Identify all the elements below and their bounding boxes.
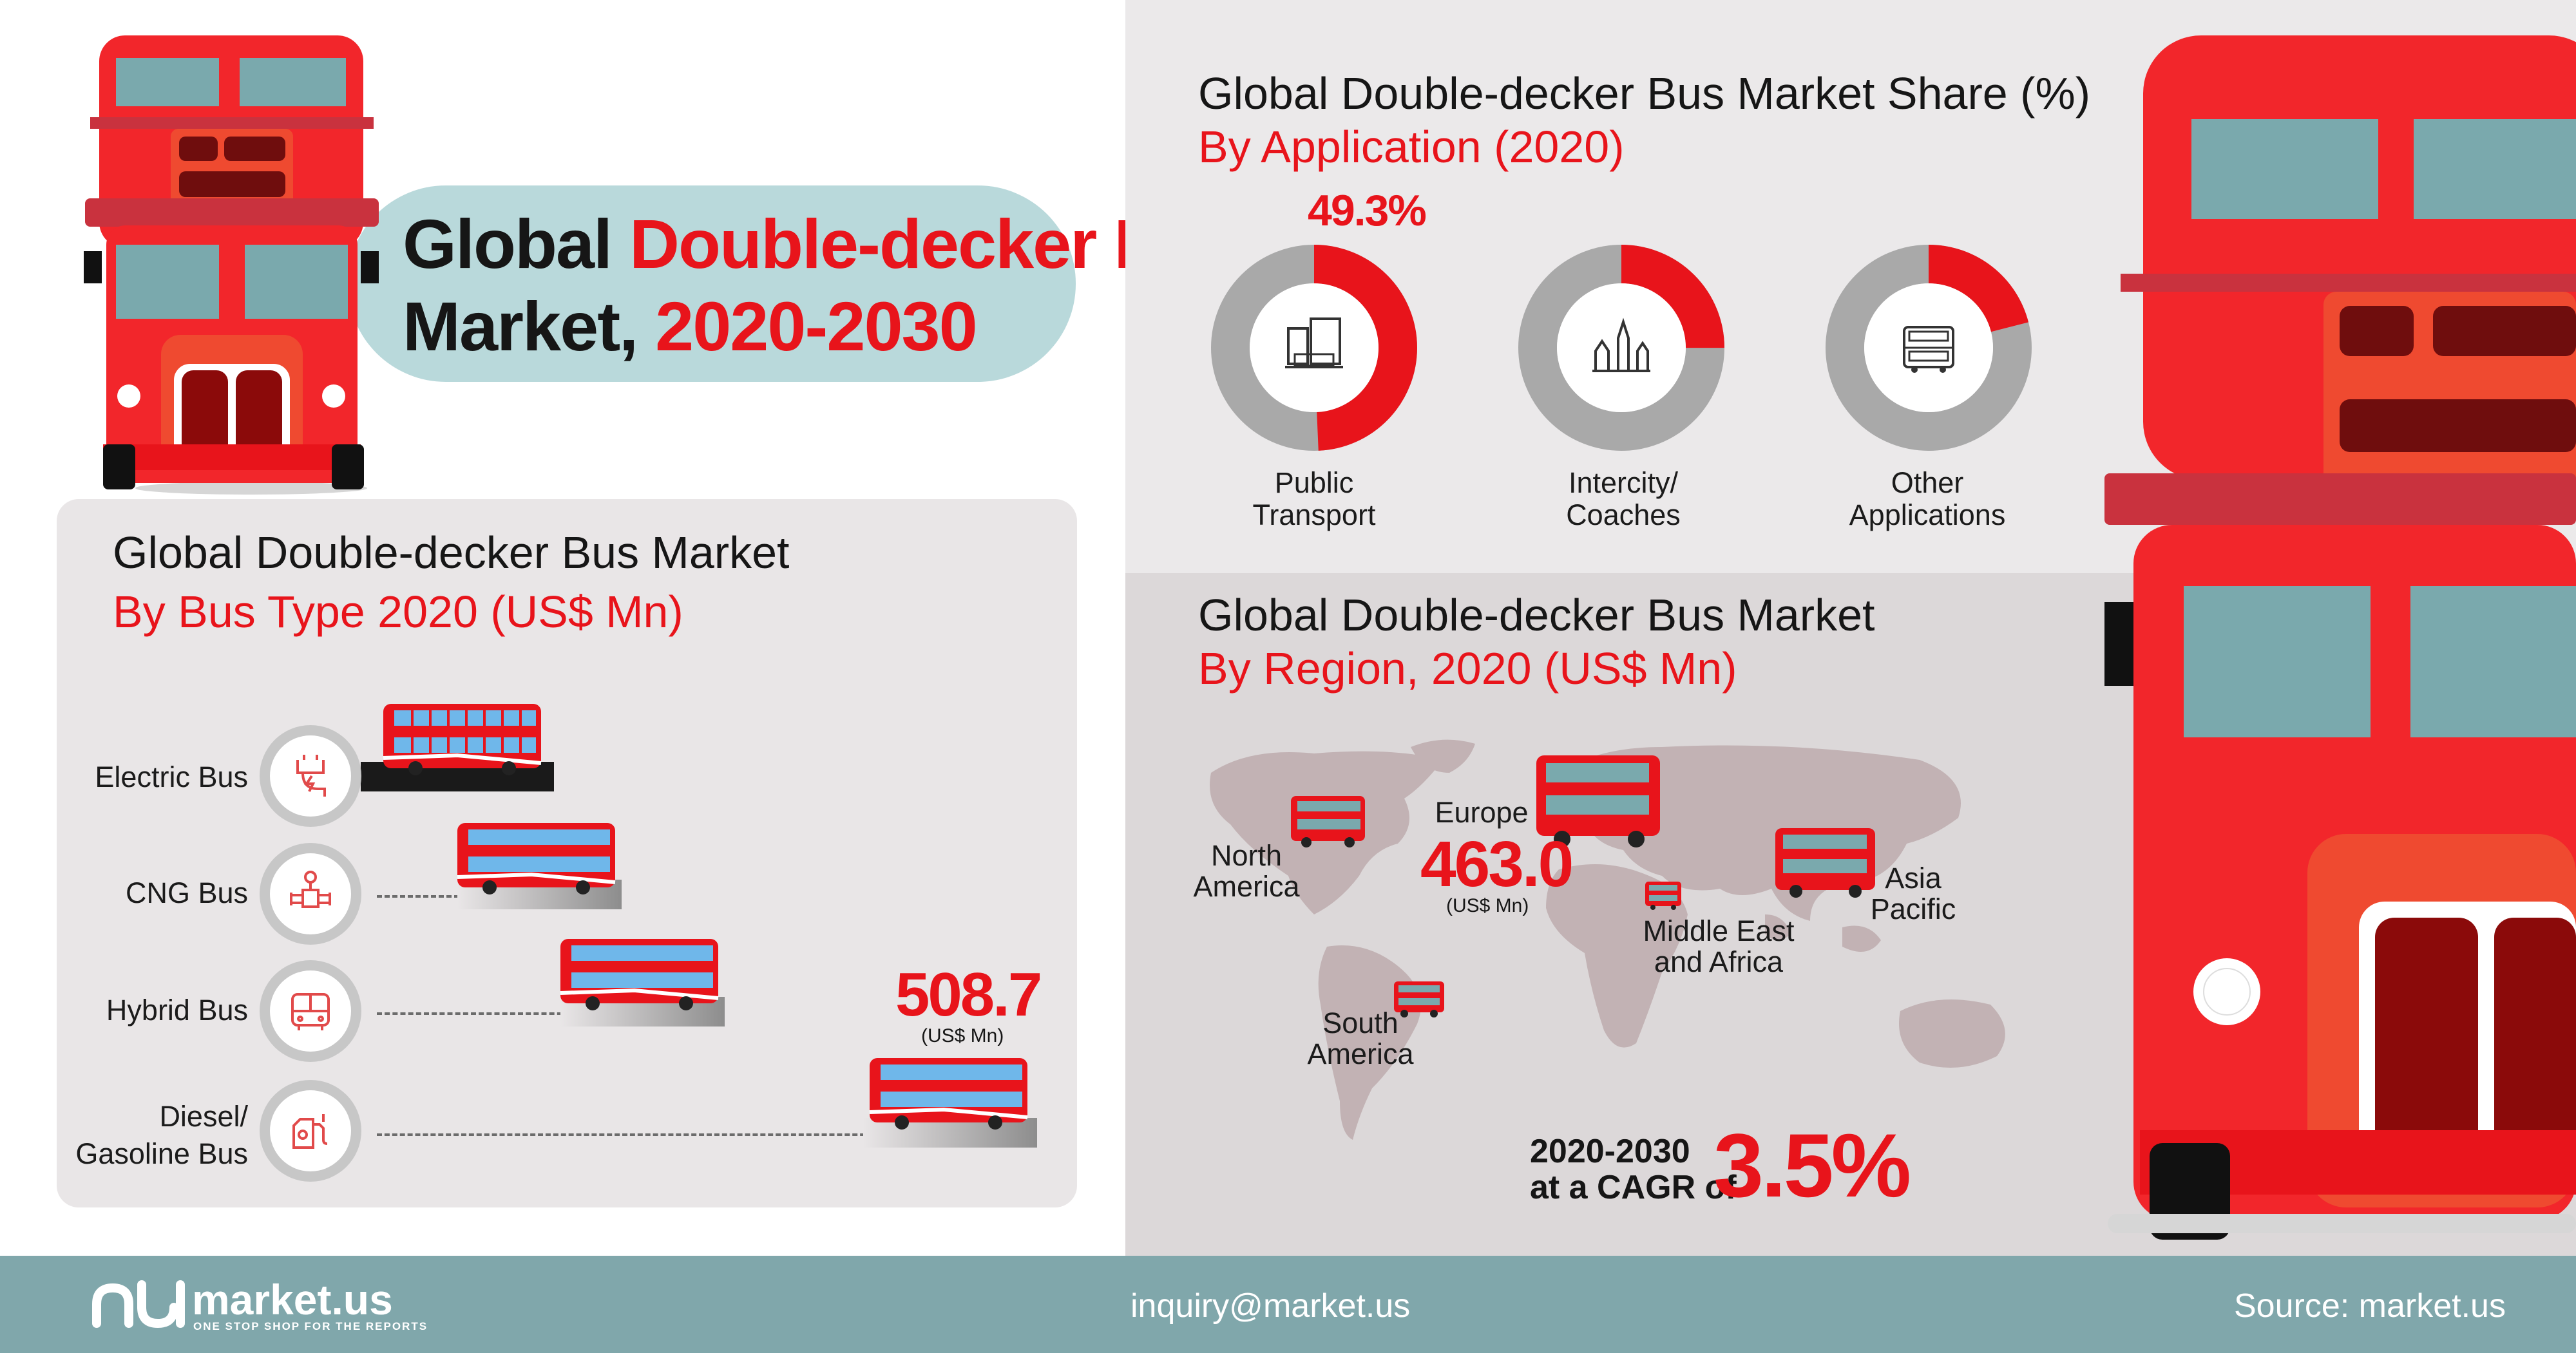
label-other-applications: Other Applications: [1849, 466, 2006, 531]
circle-hybrid: [260, 960, 361, 1062]
bus-type-subheading: By Bus Type 2020 (US$ Mn): [113, 587, 683, 637]
bus-hybrid: [560, 939, 719, 1010]
bus-icon: [291, 993, 330, 1030]
bus-asia-pacific: [1775, 828, 1875, 898]
title-part: Market,: [403, 287, 656, 365]
application-subheading: By Application (2020): [1198, 122, 1625, 172]
gas-valve-icon: [290, 871, 331, 908]
london-landmarks-icon: [1592, 317, 1650, 372]
bus-type-label-hybrid: Hybrid Bus: [106, 994, 248, 1027]
dash-hybrid: [377, 1012, 570, 1015]
donut-2: [1826, 245, 2032, 451]
brand-tagline: ONE STOP SHOP FOR THE REPORTS: [193, 1320, 428, 1332]
circle-electric: [260, 725, 361, 827]
donut-share-arc: [1211, 245, 1417, 451]
brand-name: market.us: [192, 1276, 393, 1323]
label-intercity: Intercity/Coaches: [1566, 466, 1681, 531]
bus-south-america: [1394, 981, 1444, 1017]
label-north-america: North America: [1193, 839, 1300, 903]
footer: [0, 1256, 2576, 1353]
donut-share-arc: [1518, 245, 1724, 451]
cagr-text: at a CAGR of: [1530, 1169, 1737, 1206]
bus-middle-east: [1645, 882, 1681, 910]
title-part: Global: [403, 205, 630, 283]
city-buildings-icon: [1285, 317, 1343, 368]
bus-type-label-diesel: Diesel/Gasoline Bus: [75, 1100, 248, 1170]
bar-diesel: [863, 1118, 1037, 1148]
circle-diesel: [260, 1080, 361, 1182]
front-bus-illustration: [84, 35, 379, 495]
electric-plug-icon: [296, 755, 326, 797]
application-donuts: [1211, 245, 2032, 451]
bus-north-america: [1291, 796, 1365, 847]
dash-cng: [377, 895, 467, 898]
europe-value: 463.0: [1420, 828, 1574, 900]
diesel-value: 508.7: [895, 960, 1042, 1029]
region-heading: Global Double-decker Bus Market: [1198, 590, 1875, 640]
region-subheading: By Region, 2020 (US$ Mn): [1198, 643, 1737, 694]
double-decker-bus-icon: [1903, 326, 1954, 373]
donut-1: [1518, 245, 1724, 451]
circle-cng: [260, 843, 361, 945]
public-transport-share: 49.3%: [1308, 186, 1427, 235]
dash-diesel: [377, 1133, 873, 1136]
europe-value-unit: (US$ Mn): [1446, 895, 1529, 916]
label-south-america: South America: [1307, 1007, 1414, 1070]
title-years: 2020-2030: [655, 287, 977, 365]
main-title: Global Double-decker Bus Market, 2020-20…: [403, 203, 1243, 368]
application-heading: Global Double-decker Bus Market Share (%…: [1198, 68, 2091, 118]
bus-diesel: [869, 1058, 1028, 1130]
cagr-value: 3.5%: [1713, 1115, 1911, 1216]
donut-share-arc: [1826, 245, 2032, 451]
cagr-period: 2020-2030: [1530, 1133, 1690, 1170]
fuel-pump-icon: [292, 1114, 328, 1149]
donut-0: [1211, 245, 1417, 451]
source-text: Source: market.us: [2234, 1287, 2506, 1325]
email-link[interactable]: inquiry@market.us: [1131, 1287, 1411, 1325]
cagr-caption: 2020-2030 at a CAGR of: [1530, 1133, 1737, 1206]
large-bus-illustration: [2104, 35, 2576, 1240]
bus-europe: [1536, 755, 1660, 847]
label-middle-east-africa: Middle East and Africa: [1643, 914, 1795, 978]
label-asia-pacific: Asia Pacific: [1870, 862, 1956, 925]
bus-type-heading: Global Double-decker Bus Market: [113, 527, 790, 578]
bus-cng: [457, 823, 616, 894]
bus-type-label-electric: Electric Bus: [95, 761, 248, 793]
title-pill: [348, 185, 1076, 382]
label-public-transport: Public Transport: [1252, 466, 1376, 531]
bus-electric: [383, 704, 542, 775]
label-europe: Europe: [1435, 796, 1529, 829]
bus-type-label-cng: CNG Bus: [125, 876, 248, 909]
diesel-value-unit: (US$ Mn): [921, 1025, 1004, 1046]
market-us-logo-icon: [92, 1280, 185, 1329]
